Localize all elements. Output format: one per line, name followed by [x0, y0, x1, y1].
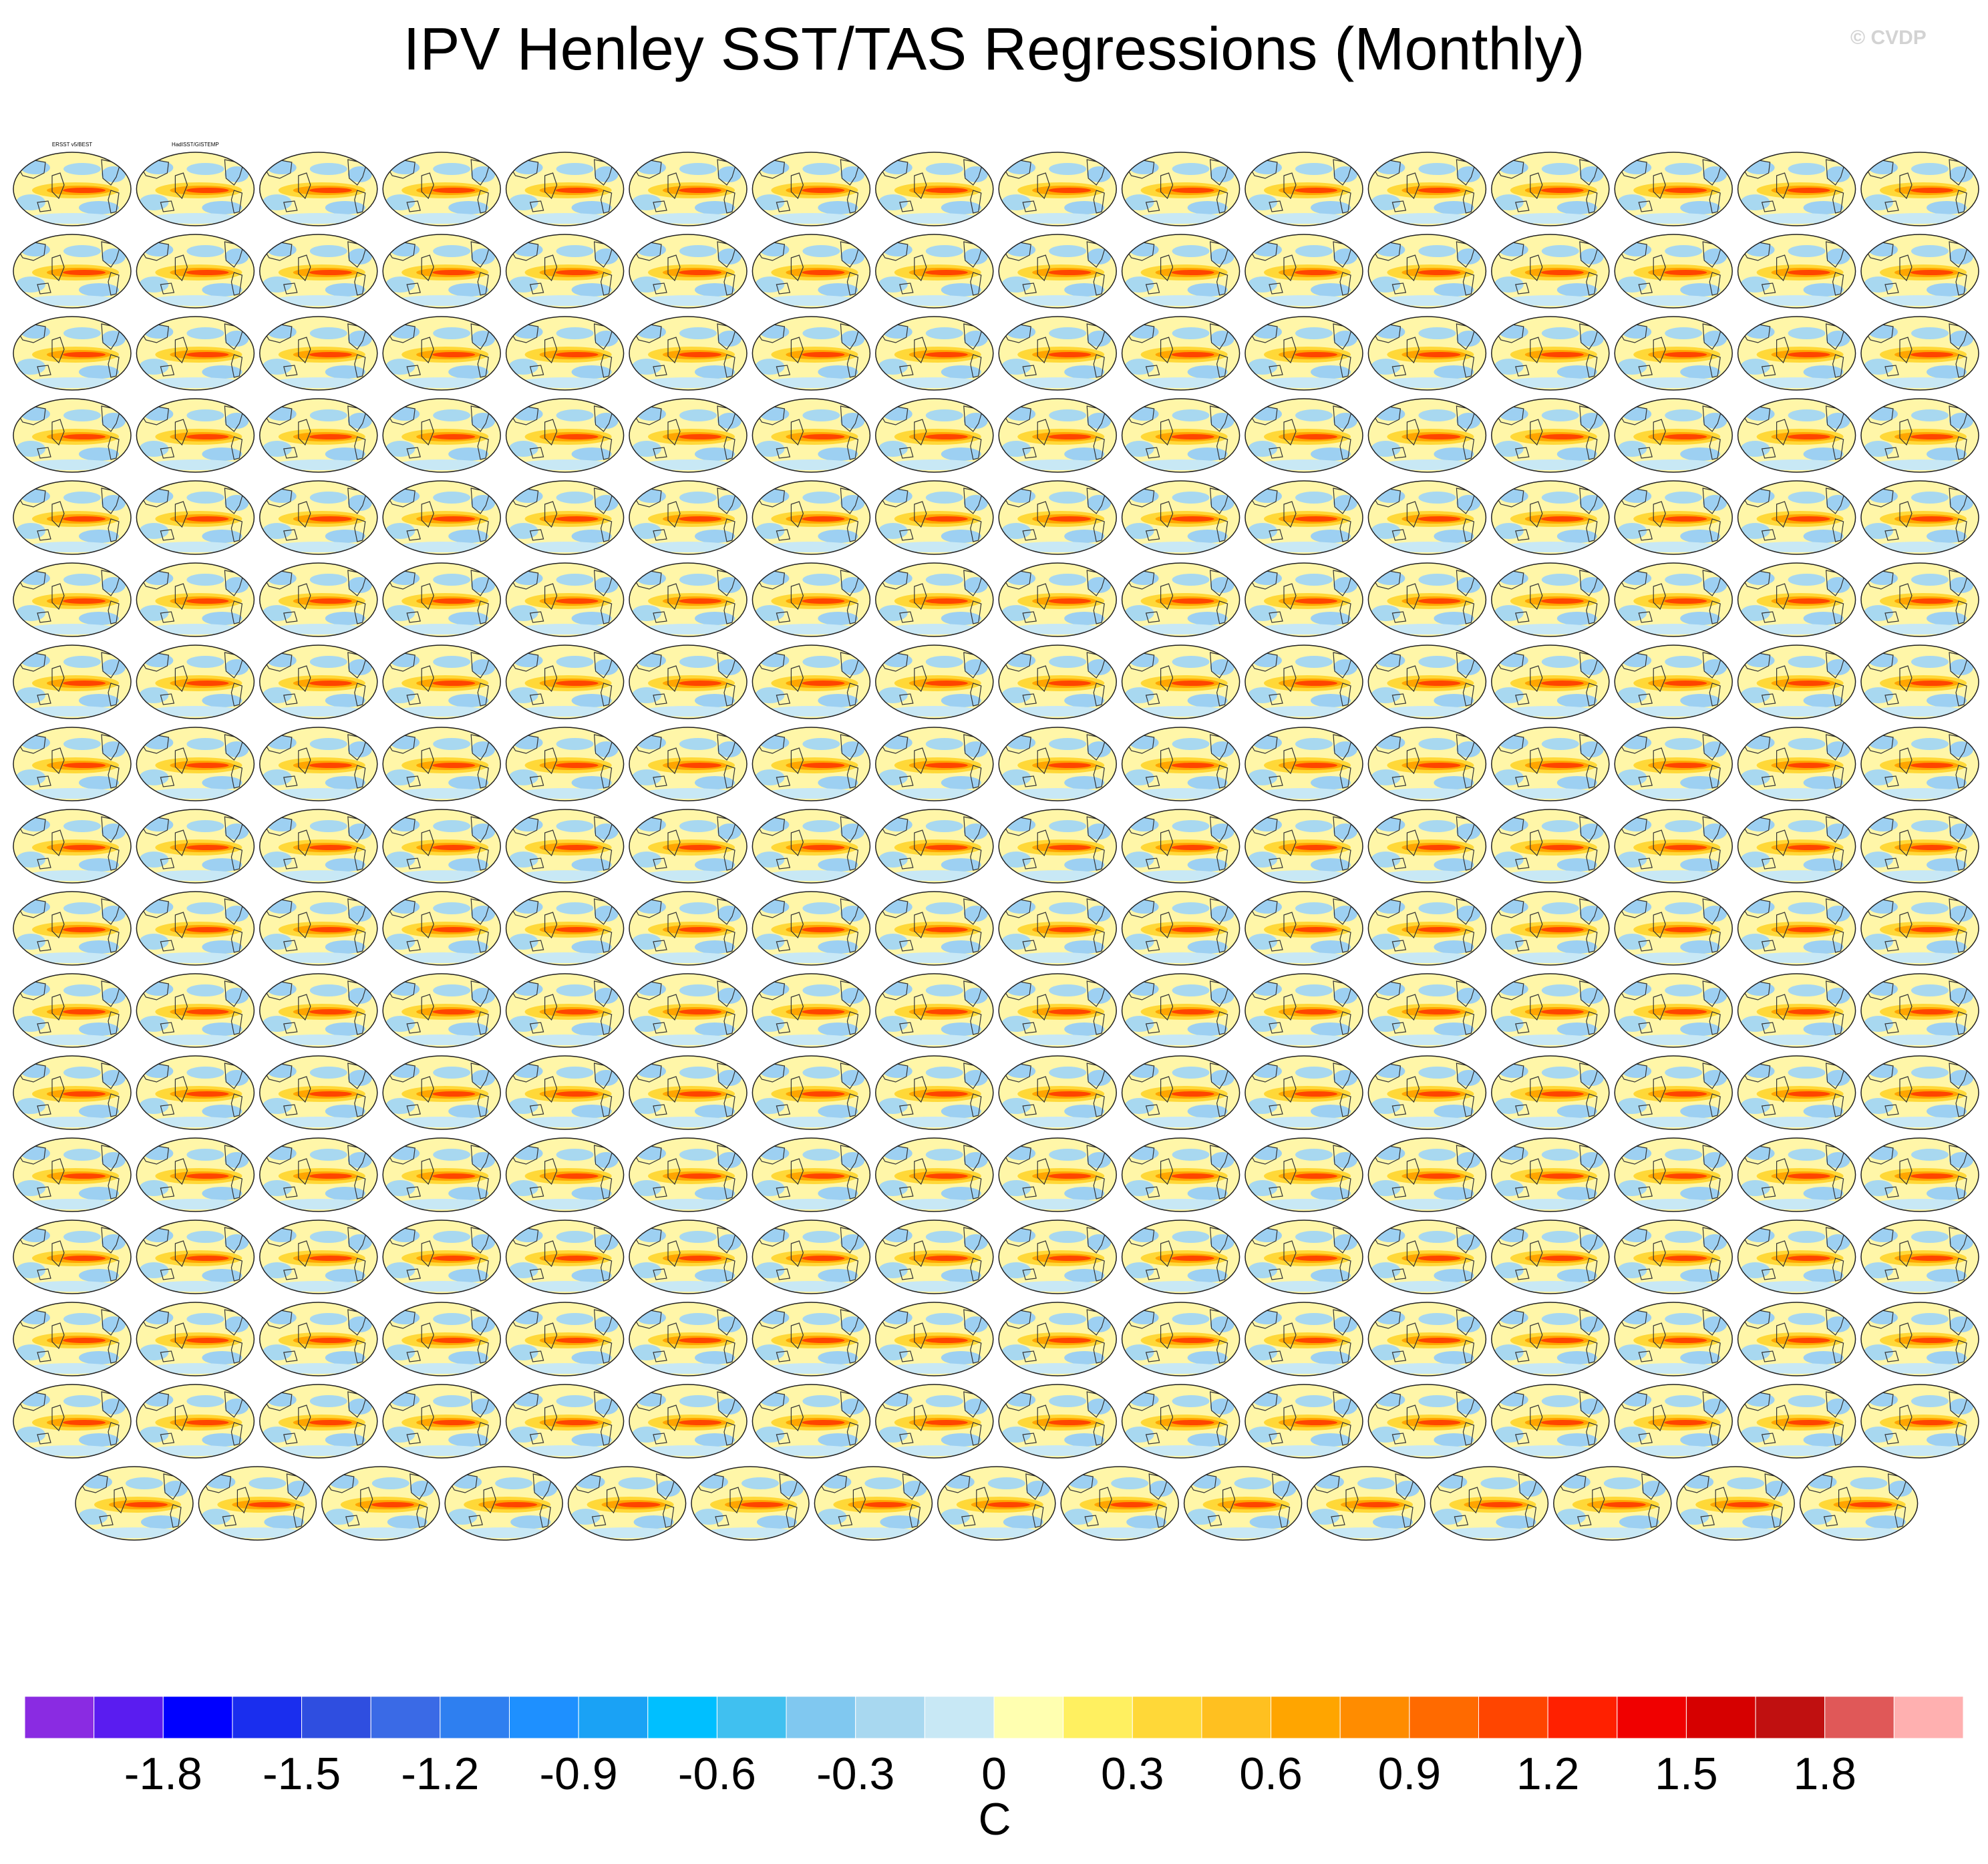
colorbar-swatch: [1617, 1696, 1687, 1739]
colorbar-swatch: [1824, 1696, 1894, 1739]
colorbar-unit-label: C: [978, 1794, 1011, 1845]
colorbar-tick-label: 0.6: [1239, 1748, 1303, 1799]
colorbar-tick-label: 1.8: [1793, 1748, 1856, 1799]
colorbar-swatch: [993, 1696, 1064, 1739]
colorbar-swatch: [162, 1696, 233, 1739]
colorbar-swatch: [301, 1696, 371, 1739]
colorbar-swatch: [1271, 1696, 1341, 1739]
colorbar-swatch: [924, 1696, 995, 1739]
colorbar-swatch: [578, 1696, 649, 1739]
colorbar-swatch: [786, 1696, 856, 1739]
colorbar-tick-label: -0.9: [539, 1748, 618, 1799]
colorbar-tick-label: 1.5: [1655, 1748, 1718, 1799]
colorbar-swatch: [509, 1696, 579, 1739]
colorbar-swatch: [1201, 1696, 1272, 1739]
colorbar-tick-label: 0.9: [1377, 1748, 1442, 1799]
map-panel-title: ERSST v5/BEST: [52, 142, 92, 148]
page-title: IPV Henley SST/TAS Regressions (Monthly): [403, 16, 1585, 83]
map-panel: HadISST/GISTEMP: [135, 142, 255, 227]
colorbar-swatch: [647, 1696, 717, 1739]
colorbar-swatch: [24, 1696, 95, 1739]
map-panel-title: HadISST/GISTEMP: [172, 142, 219, 148]
colorbar-swatch: [1755, 1696, 1826, 1739]
colorbar-tick-label: -0.6: [677, 1748, 757, 1799]
colorbar-swatch: [1893, 1696, 1964, 1739]
colorbar-swatch: [370, 1696, 441, 1739]
colorbar-swatch: [1685, 1696, 1756, 1739]
colorbar-swatch: [1063, 1696, 1133, 1739]
colorbar-tick-label: 0: [981, 1748, 1007, 1799]
colorbar-tick-label: 1.2: [1516, 1748, 1580, 1799]
colorbar-swatch: [232, 1696, 303, 1739]
colorbar-swatch: [1478, 1696, 1548, 1739]
colorbar-swatch: [1132, 1696, 1202, 1739]
colorbar-swatch: [1547, 1696, 1618, 1739]
colorbar-swatch: [1339, 1696, 1410, 1739]
colorbar-tick-label: -1.8: [124, 1748, 202, 1799]
colorbar-swatch: [94, 1696, 164, 1739]
map-panel: ERSST v5/BEST: [12, 142, 132, 227]
colorbar-tick-label: -0.3: [816, 1748, 895, 1799]
colorbar-tick-label: -1.2: [401, 1748, 480, 1799]
colorbar-tick-label: -1.5: [262, 1748, 341, 1799]
colorbar-tick-label: 0.3: [1101, 1748, 1164, 1799]
watermark: © CVDP: [1850, 27, 1927, 49]
colorbar-swatch: [716, 1696, 787, 1739]
colorbar-swatch: [855, 1696, 925, 1739]
colorbar-swatch: [1409, 1696, 1480, 1739]
colorbar-swatch: [440, 1696, 510, 1739]
